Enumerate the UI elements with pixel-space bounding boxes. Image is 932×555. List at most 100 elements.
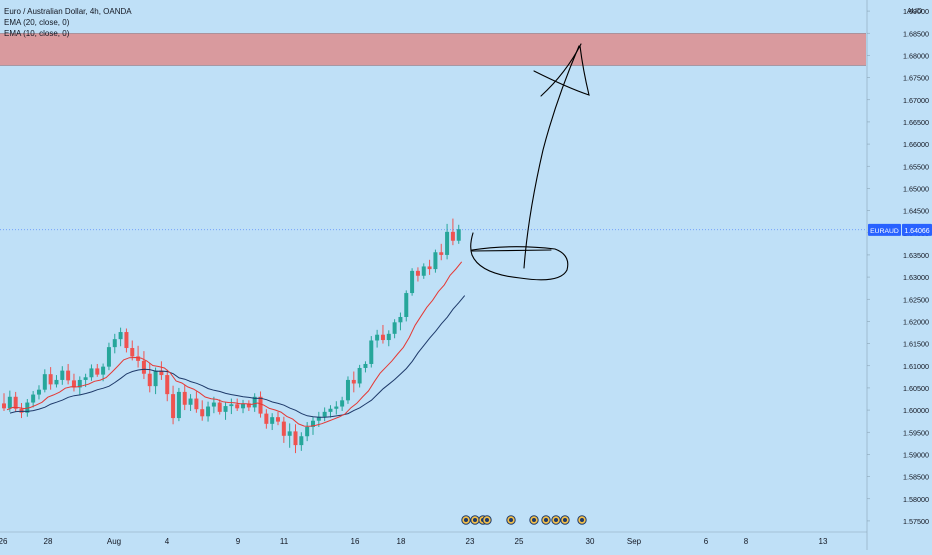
candle-body <box>369 340 374 364</box>
event-marker-center <box>544 518 548 522</box>
candle-body <box>340 400 345 407</box>
candle-body <box>351 379 356 384</box>
hand-drawn-arrow-shaft <box>523 45 580 269</box>
candle-body <box>345 379 350 401</box>
candle-body <box>13 396 18 409</box>
symbol-tag-background <box>868 223 901 236</box>
time-axis-tick: 9 <box>236 537 241 546</box>
candle-body <box>281 421 286 436</box>
candle-body <box>89 368 94 378</box>
candle-body <box>404 293 409 317</box>
candle-body <box>363 363 368 368</box>
hand-drawn-line <box>471 249 552 252</box>
chart-legend: Euro / Australian Dollar, 4h, OANDA EMA … <box>4 6 132 39</box>
event-marker-center <box>464 518 468 522</box>
price-axis-tick: 1.58500 <box>903 473 929 482</box>
legend-title: Euro / Australian Dollar, 4h, OANDA <box>4 7 132 16</box>
candle-body <box>357 367 362 384</box>
candle-body <box>83 377 88 380</box>
time-axis-tick: 25 <box>515 537 524 546</box>
ema-10-line <box>6 261 463 427</box>
candle-body <box>165 375 170 395</box>
hand-drawn-circle <box>470 232 569 281</box>
candle-body <box>380 334 385 341</box>
last-price-tag-background <box>902 223 932 236</box>
candle-body <box>2 403 6 409</box>
candle-body <box>258 396 263 414</box>
price-axis-tick: 1.59500 <box>903 428 929 437</box>
event-marker-center <box>532 518 536 522</box>
time-axis-tick: 16 <box>351 537 360 546</box>
price-axis-tick: 1.65500 <box>903 162 929 171</box>
candle-body <box>456 229 461 241</box>
time-axis-tick: Sep <box>627 537 642 546</box>
time-axis-tick: 13 <box>819 537 828 546</box>
candle-body <box>328 408 333 412</box>
candle-body <box>439 252 444 255</box>
candle-body <box>375 334 380 341</box>
candle-body <box>264 413 269 424</box>
candle-body <box>276 417 281 422</box>
time-axis-tick: 4 <box>165 537 170 546</box>
candle-body <box>159 370 164 376</box>
candle-body <box>188 398 193 405</box>
price-axis-tick: 1.60000 <box>903 406 929 415</box>
candle-body <box>42 374 47 390</box>
candle-body <box>241 403 246 409</box>
candle-body <box>229 404 234 407</box>
price-axis-tick: 1.68500 <box>903 29 929 38</box>
candle-body <box>305 426 310 437</box>
candle-body <box>421 266 426 276</box>
time-axis-tick: 28 <box>44 537 53 546</box>
candle-body <box>427 266 432 270</box>
legend-ema-20: EMA (20, close, 0) <box>4 18 70 27</box>
price-axis-tick: 1.61000 <box>903 362 929 371</box>
price-axis-tick: 1.60500 <box>903 384 929 393</box>
candle-body <box>398 316 403 323</box>
time-axis-background <box>0 532 932 550</box>
price-axis-tick: 1.59000 <box>903 450 929 459</box>
price-axis-tick: 1.64500 <box>903 207 929 216</box>
candle-body <box>246 403 251 408</box>
candle-body <box>450 231 455 241</box>
candle-body <box>153 370 158 387</box>
time-axis-tick: 18 <box>397 537 406 546</box>
candle-body <box>217 402 222 412</box>
resistance-zone <box>0 33 866 66</box>
candle-body <box>322 411 327 417</box>
time-axis-tick: Aug <box>107 537 121 546</box>
candle-body <box>7 396 12 409</box>
price-axis-tick: 1.63500 <box>903 251 929 260</box>
price-axis-tick: 1.62500 <box>903 295 929 304</box>
candle-body <box>410 270 415 294</box>
candle-body <box>223 406 228 412</box>
candle-body <box>171 394 176 419</box>
candle-body <box>334 406 339 409</box>
candle-body <box>386 333 391 341</box>
currency-label: AUD <box>907 6 922 15</box>
candle-body <box>415 270 420 276</box>
candle-body <box>36 389 41 395</box>
candle-body <box>106 347 111 367</box>
price-axis-tick: 1.67000 <box>903 96 929 105</box>
candle-body <box>270 417 275 424</box>
candle-body <box>60 370 65 380</box>
event-marker-center <box>509 518 513 522</box>
candle-body <box>392 322 397 334</box>
price-axis-tick: 1.63000 <box>903 273 929 282</box>
candle-body <box>176 391 181 419</box>
candle-body <box>211 402 216 407</box>
price-axis-tick: 1.67500 <box>903 74 929 83</box>
candle-body <box>310 420 315 427</box>
candle-body <box>66 370 71 381</box>
candle-body <box>77 379 82 388</box>
time-axis-tick: 26 <box>0 537 8 546</box>
symbol-tag: EURAUD <box>870 228 899 235</box>
price-axis-tick: 1.68000 <box>903 51 929 60</box>
candle-body <box>54 379 59 385</box>
price-axis-tick: 1.57500 <box>903 517 929 526</box>
hand-drawn-arrow-head <box>533 43 590 97</box>
time-axis-tick: 30 <box>586 537 595 546</box>
